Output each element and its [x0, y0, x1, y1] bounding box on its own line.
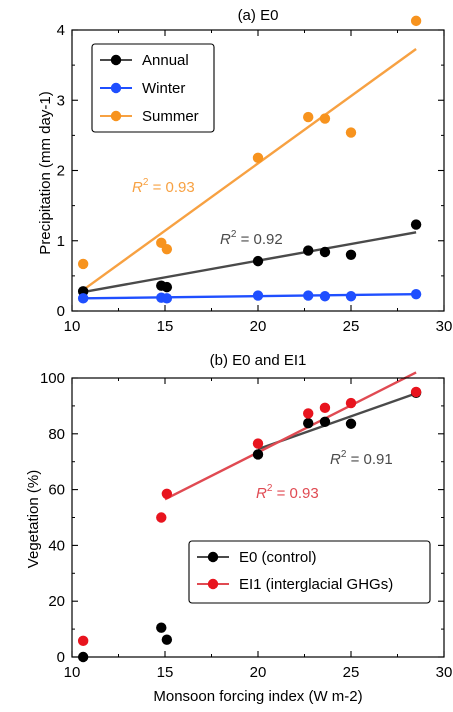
y-tick-label: 4 [57, 22, 65, 39]
data-point [161, 488, 173, 499]
legend-marker [110, 54, 122, 66]
y-tick-label: 20 [48, 593, 65, 610]
data-point [319, 113, 331, 124]
r2-annotation: R2 = 0.93 [132, 177, 195, 196]
data-point [156, 622, 167, 633]
data-point [345, 418, 357, 429]
legend-marker [110, 110, 122, 122]
data-point [410, 219, 422, 230]
x-tick-label: 30 [436, 664, 453, 681]
legend-marker [110, 82, 122, 94]
data-point [161, 281, 173, 293]
x-tick-label: 15 [157, 318, 174, 335]
r2-value: = 0.93 [272, 485, 318, 502]
data-point [319, 246, 331, 258]
x-tick-label: 20 [250, 318, 267, 335]
panel-b-title: (b) E0 and EI1 [210, 352, 307, 369]
r2-annotation: R2 = 0.91 [330, 449, 393, 468]
fit-line [82, 47, 417, 291]
legend-label: E0 (control) [239, 549, 317, 566]
x-tick-label: 30 [436, 318, 453, 335]
data-point [252, 438, 264, 449]
data-point [156, 512, 167, 523]
panel-a-legend: Annual Winter Summer [91, 43, 215, 133]
data-point [410, 386, 422, 398]
y-tick-label: 2 [57, 163, 65, 180]
data-point [77, 258, 89, 270]
data-point [345, 397, 357, 409]
data-point [345, 291, 357, 302]
panel-a-ylabel: Precipitation (mm day-1) [37, 91, 54, 254]
y-tick-label: 60 [48, 482, 65, 499]
data-point [252, 255, 264, 267]
data-point [319, 402, 331, 414]
data-point [319, 291, 331, 302]
data-point [410, 15, 422, 27]
data-point [77, 293, 89, 304]
x-tick-label: 25 [343, 318, 360, 335]
y-tick-label: 0 [57, 649, 65, 666]
y-tick-label: 3 [57, 92, 65, 109]
data-point [252, 290, 264, 301]
legend-label: Summer [142, 108, 199, 125]
legend-marker [207, 578, 219, 590]
legend-label: EI1 (interglacial GHGs) [239, 576, 393, 593]
x-tick-label: 15 [157, 664, 174, 681]
r2-symbol: R [256, 485, 267, 502]
data-point [77, 635, 89, 647]
fit-line [83, 292, 417, 300]
data-point [161, 293, 173, 304]
legend-marker [207, 551, 219, 563]
data-point [252, 449, 264, 460]
r2-exponent: 2 [143, 177, 149, 188]
y-tick-label: 40 [48, 537, 65, 554]
y-tick-label: 0 [57, 303, 65, 320]
panel-b-ylabel: Vegetation (%) [25, 470, 42, 568]
data-point [345, 249, 357, 260]
data-point [161, 634, 173, 645]
y-tick-label: 1 [57, 233, 65, 250]
r2-exponent: 2 [231, 229, 237, 240]
r2-exponent: 2 [267, 483, 273, 494]
data-point [303, 111, 314, 123]
panel-a: (a) E0 10 15 20 25 30 0 1 2 3 4 Precipitation (mm… [37, 7, 452, 335]
data-point [319, 416, 331, 428]
x-tick-label: 10 [64, 664, 81, 681]
x-tick-label: 20 [250, 664, 267, 681]
r2-symbol: R [132, 179, 143, 196]
legend-box [91, 43, 215, 133]
panel-a-title: (a) E0 [238, 7, 279, 24]
legend-label: Annual [142, 52, 189, 69]
r2-value: = 0.91 [346, 451, 392, 468]
legend-box [188, 540, 431, 604]
r2-annotation: R2 = 0.92 [220, 229, 283, 248]
r2-exponent: 2 [341, 449, 347, 460]
y-tick-label: 100 [40, 370, 65, 387]
data-point [303, 417, 314, 429]
panel-b: (b) E0 and EI1 10 15 20 25 30 0 20 40 60 80 100 Ve… [25, 352, 452, 705]
x-tick-label: 25 [343, 664, 360, 681]
r2-value: = 0.92 [236, 231, 282, 248]
axis-frame [71, 377, 445, 658]
legend-label: Winter [142, 80, 185, 97]
data-point [345, 127, 357, 138]
data-point [303, 290, 314, 301]
fit-line [164, 371, 417, 501]
data-point [410, 288, 422, 300]
r2-symbol: R [330, 451, 341, 468]
panel-b-xlabel: Monsoon forcing index (W m-2) [153, 688, 362, 705]
y-tick-label: 80 [48, 426, 65, 443]
data-point [161, 243, 173, 255]
fit-line [82, 231, 417, 294]
data-point [303, 408, 314, 419]
panel-b-legend: E0 (control) EI1 (interglacial GHGs) [188, 540, 431, 604]
x-tick-label: 10 [64, 318, 81, 335]
r2-symbol: R [220, 231, 231, 248]
data-point [252, 152, 264, 164]
data-point [303, 245, 314, 256]
r2-annotation: R2 = 0.93 [256, 483, 319, 502]
r2-value: = 0.93 [148, 179, 194, 196]
